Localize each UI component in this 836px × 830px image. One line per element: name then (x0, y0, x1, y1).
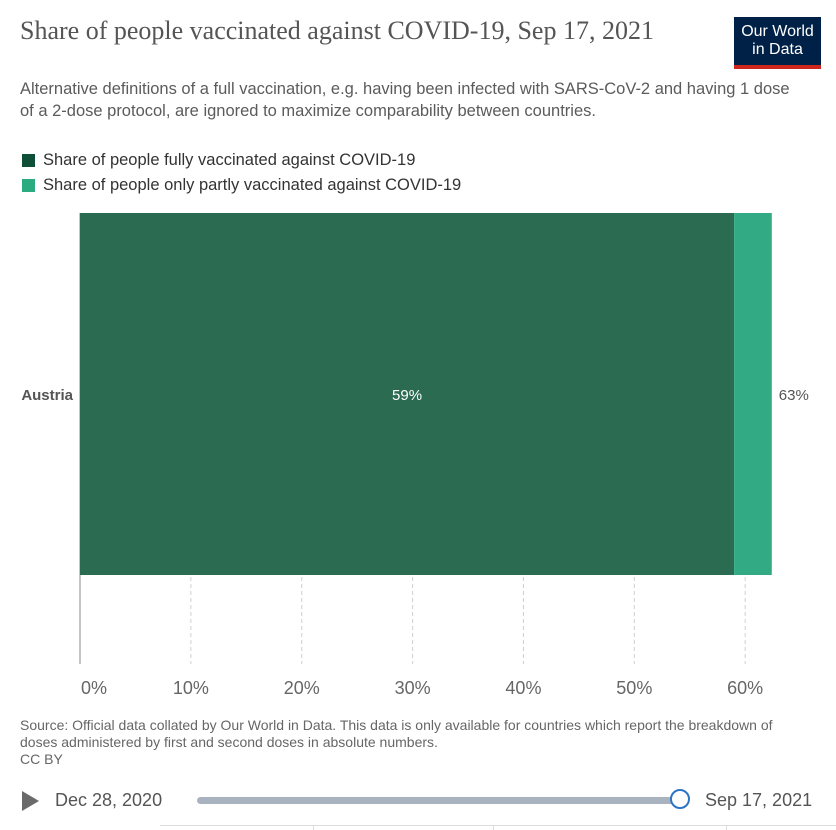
legend-label-fully: Share of people fully vaccinated against… (43, 151, 416, 169)
legend-item-fully[interactable]: Share of people fully vaccinated against… (22, 148, 461, 173)
x-tick-label: 60% (727, 678, 763, 698)
tab-bar-edge (160, 825, 836, 830)
x-tick-label: 0% (81, 678, 107, 698)
logo-line-1: Our World (741, 23, 814, 40)
timeline-slider-handle[interactable] (670, 789, 690, 809)
x-tick-label: 30% (395, 678, 431, 698)
timeline-start-date: Dec 28, 2020 (55, 790, 163, 810)
legend-label-partly: Share of people only partly vaccinated a… (43, 176, 462, 194)
sources-text: Source: Official data collated by Our Wo… (20, 717, 773, 750)
legend-swatch-fully (22, 154, 35, 167)
logo-line-2: in Data (752, 41, 803, 58)
bar-chart: 0% 10% 20% 30% 40% 50% 60% 59% Austria 63% (21, 213, 809, 698)
x-tick-label: 10% (173, 678, 209, 698)
x-tick-label: 20% (284, 678, 320, 698)
bar-segment (80, 213, 735, 575)
chart-title: Share of people vaccinated against COVID… (20, 16, 654, 45)
bar-total-label: 63% (779, 387, 809, 404)
x-tick-label: 40% (505, 678, 541, 698)
x-tick-label: 50% (616, 678, 652, 698)
owid-logo[interactable]: Our World in Data (734, 17, 821, 69)
legend-item-partly[interactable]: Share of people only partly vaccinated a… (22, 173, 461, 198)
legend-swatch-partly (22, 179, 35, 192)
play-icon[interactable] (22, 791, 39, 811)
category-label: Austria (21, 387, 73, 404)
chart-subtitle: Alternative definitions of a full vaccin… (20, 80, 790, 120)
timeline-end-date: Sep 17, 2021 (705, 790, 813, 810)
legend: Share of people fully vaccinated against… (22, 148, 461, 198)
sources-note: Source: Official data collated by Our Wo… (20, 717, 810, 768)
license-text: CC BY (20, 751, 63, 767)
bar-segment (734, 213, 772, 575)
timeline: Dec 28, 2020 Sep 17, 2021 (0, 780, 836, 824)
bar-value-label: 59% (392, 387, 422, 404)
timeline-slider-track[interactable] (197, 797, 681, 804)
